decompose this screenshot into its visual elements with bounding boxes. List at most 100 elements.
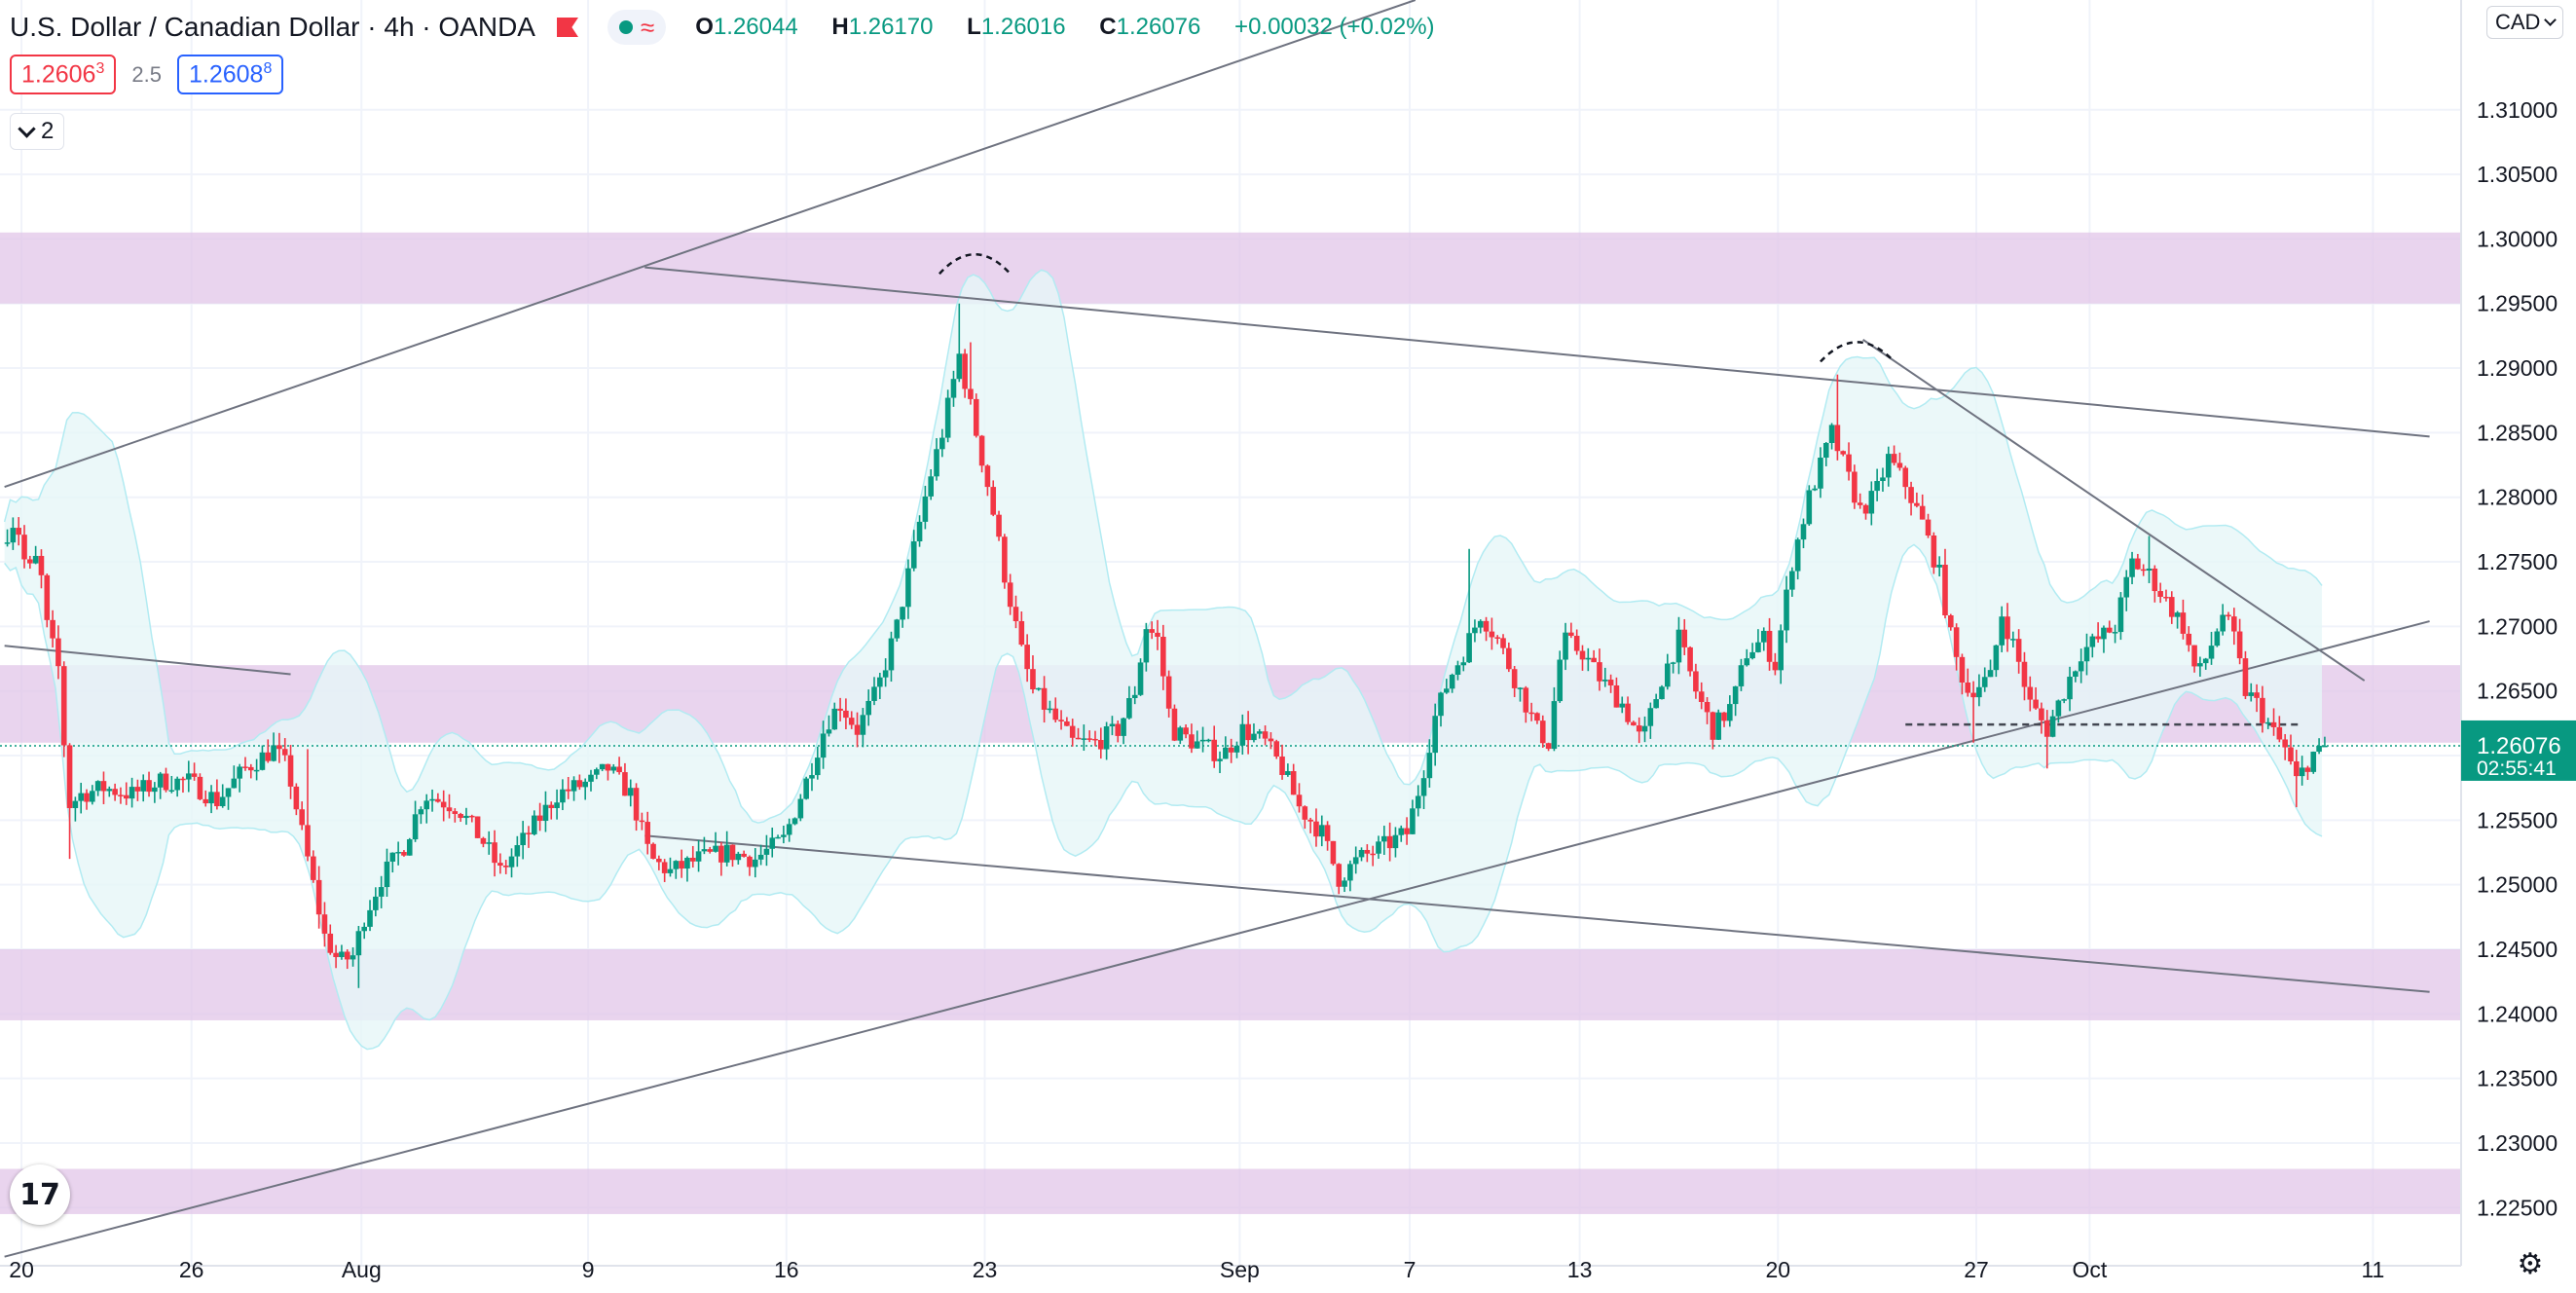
candle-body [2112, 632, 2118, 634]
buy-price-pip: 8 [263, 60, 273, 77]
candle-body [843, 710, 849, 719]
price-tick-label: 1.24500 [2477, 937, 2558, 962]
candle [1002, 534, 1008, 589]
candle [1953, 623, 1960, 671]
candle-body [1081, 738, 1087, 740]
candle-body [984, 465, 991, 488]
candle [1744, 648, 1750, 667]
candle [2208, 631, 2215, 665]
candle-body [2310, 752, 2317, 772]
candle-body [123, 794, 129, 799]
candle-body [1404, 828, 1410, 834]
gear-icon[interactable]: ⚙ [2517, 1248, 2544, 1280]
candle-body [134, 787, 141, 792]
candle [1789, 567, 1795, 597]
candle [1500, 634, 1506, 655]
candle [237, 763, 242, 793]
candle-body [197, 776, 203, 799]
candle [797, 794, 804, 822]
candle-body [463, 815, 469, 819]
candle-body [570, 780, 577, 792]
candle [1625, 696, 1631, 725]
candle [520, 821, 526, 860]
candle-body [259, 752, 266, 770]
candle-body [1987, 670, 1994, 678]
candle-body [1591, 657, 1597, 663]
candle [423, 794, 430, 824]
dot-icon[interactable] [618, 20, 633, 34]
high-label: H [831, 14, 849, 40]
candle [2294, 750, 2300, 808]
candle [2174, 610, 2181, 629]
candle [1494, 635, 1500, 645]
candle-body [1330, 840, 1337, 865]
candle [1251, 723, 1257, 743]
candle [1047, 700, 1053, 714]
candle [820, 720, 827, 769]
price-tick-label: 1.29500 [2477, 291, 2558, 316]
candle [2073, 670, 2079, 683]
candle [622, 762, 628, 796]
time-tick-label: 26 [179, 1257, 204, 1282]
candle-body [741, 853, 747, 857]
currency-select[interactable]: CAD [2486, 6, 2564, 39]
candle [548, 801, 555, 820]
candle [542, 791, 549, 832]
candle [1539, 715, 1546, 748]
countdown-label: 02:55:41 [2477, 757, 2557, 780]
candle [1822, 441, 1829, 466]
candle [837, 697, 843, 721]
candle-body [1953, 627, 1960, 657]
candle [1415, 785, 1421, 817]
collapse-indicators-button[interactable]: 2 [10, 113, 65, 150]
candle-body [1483, 620, 1490, 632]
candle-body [1160, 637, 1166, 677]
candle [2299, 756, 2305, 786]
candle [1545, 742, 1552, 752]
candle-body [815, 757, 821, 776]
flag-icon[interactable] [556, 18, 578, 37]
candle [202, 790, 209, 807]
candle [1472, 619, 1478, 643]
sell-button[interactable]: 1.26063 [10, 55, 117, 95]
trendline [644, 834, 2430, 993]
candle-body [560, 789, 566, 803]
candle-body [978, 435, 985, 466]
candle [627, 779, 634, 807]
candle-body [248, 766, 254, 771]
candle [378, 875, 385, 908]
candle [2282, 733, 2288, 760]
candle-body [2163, 596, 2169, 599]
candle [2049, 709, 2056, 738]
candle-body [865, 700, 871, 716]
candle-body [735, 853, 742, 861]
buy-button[interactable]: 1.26088 [176, 55, 284, 95]
candle [1647, 702, 1654, 739]
candle [2089, 633, 2096, 658]
candle [910, 530, 917, 572]
candle-body [661, 862, 668, 873]
candle [94, 780, 101, 796]
candle-body [72, 800, 79, 808]
candle [1511, 666, 1518, 697]
candle [1155, 619, 1160, 650]
tradingview-logo-icon[interactable]: 17 [10, 1164, 70, 1225]
candle-body [1517, 687, 1524, 689]
candle-body [423, 800, 430, 810]
last-price-tag [2461, 720, 2576, 781]
candle [1347, 860, 1353, 892]
candle [2310, 751, 2317, 774]
candle [1834, 374, 1841, 461]
wave-icon[interactable]: ≈ [640, 13, 655, 42]
candle [514, 835, 521, 868]
candle-body [1846, 454, 1852, 472]
candle [361, 922, 367, 940]
symbol-title[interactable]: U.S. Dollar / Canadian Dollar · 4h · OAN… [10, 12, 535, 42]
candle [1880, 467, 1886, 492]
indicator-toggles[interactable]: ≈ [607, 10, 667, 45]
candle-body [321, 914, 328, 934]
candle-body [1002, 536, 1008, 583]
candle-body [1528, 712, 1534, 715]
